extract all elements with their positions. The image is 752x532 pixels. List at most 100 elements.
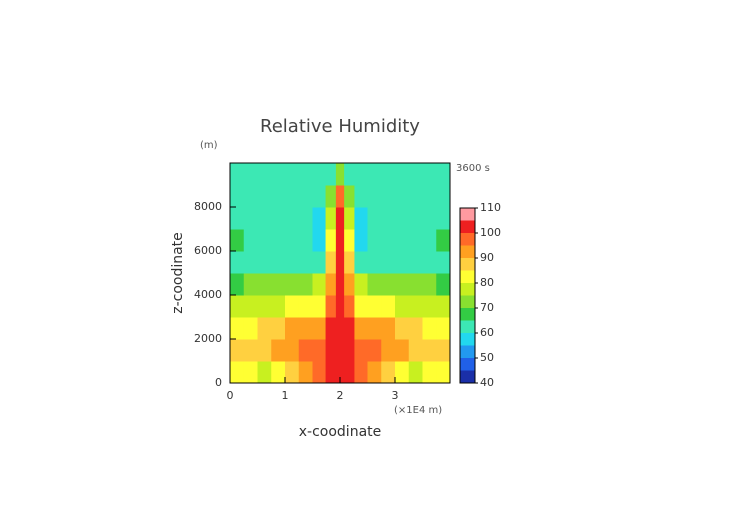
contour-cell xyxy=(381,317,396,340)
contour-cell xyxy=(395,229,410,252)
contour-cell xyxy=(312,185,327,208)
contour-cell xyxy=(367,251,382,274)
contour-cell xyxy=(243,229,258,252)
contour-cell xyxy=(344,295,355,318)
contour-cell xyxy=(335,163,345,186)
contour-cell xyxy=(285,273,300,296)
y-tick-label: 0 xyxy=(215,376,222,389)
contour-cell xyxy=(298,339,313,362)
contour-cell xyxy=(335,361,345,384)
contour-cell xyxy=(395,185,410,208)
contour-cell xyxy=(298,207,313,230)
contour-cell xyxy=(395,317,410,340)
contour-cell xyxy=(312,361,327,384)
contour-cell xyxy=(408,163,423,186)
contour-cell xyxy=(408,295,423,318)
contour-cell xyxy=(367,339,382,362)
y-tick-label: 8000 xyxy=(194,200,222,213)
contour-cell xyxy=(230,361,245,384)
contour-cell xyxy=(367,273,382,296)
contour-cell xyxy=(298,185,313,208)
colorbar-band xyxy=(460,220,475,233)
contour-cell xyxy=(243,361,258,384)
contour-cell xyxy=(257,185,272,208)
contour-cell xyxy=(325,273,337,296)
contour-cell xyxy=(436,317,451,340)
colorbar-band xyxy=(460,358,475,371)
contour-cell xyxy=(354,185,368,208)
x-tick-label: 1 xyxy=(282,389,289,402)
contour-cell xyxy=(285,229,300,252)
contour-cell xyxy=(422,273,437,296)
colorbar-band xyxy=(460,295,475,308)
colorbar-band xyxy=(460,245,475,258)
contour-cell xyxy=(312,317,327,340)
contour-cell xyxy=(354,207,368,230)
contour-cell xyxy=(271,251,286,274)
x-unit: (×1E4 m) xyxy=(394,405,442,416)
contour-cell xyxy=(285,317,300,340)
contour-cell xyxy=(367,361,382,384)
contour-cell xyxy=(325,163,337,186)
contour-cell xyxy=(354,229,368,252)
contour-cell xyxy=(243,207,258,230)
contour-cell xyxy=(381,251,396,274)
x-axis-label: x-coodinate xyxy=(299,424,382,440)
contour-cell xyxy=(230,207,245,230)
contour-cell xyxy=(335,251,345,274)
contour-cell xyxy=(436,229,451,252)
contour-cell xyxy=(344,361,355,384)
colorbar-band xyxy=(460,270,475,283)
contour-cell xyxy=(395,273,410,296)
contour-cell xyxy=(344,207,355,230)
contour-cell xyxy=(408,207,423,230)
contour-cell xyxy=(298,317,313,340)
colorbar-tick-label: 110 xyxy=(480,201,501,214)
contour-cell xyxy=(298,273,313,296)
contour-cell xyxy=(344,163,355,186)
colorbar-band xyxy=(460,308,475,321)
contour-cell xyxy=(230,185,245,208)
contour-cell xyxy=(325,251,337,274)
time-label: 3600 s xyxy=(456,163,490,174)
contour-cell xyxy=(312,207,327,230)
contour-cell xyxy=(257,229,272,252)
contour-cell xyxy=(436,163,451,186)
contour-cell xyxy=(381,163,396,186)
contour-cell xyxy=(230,163,245,186)
contour-cell xyxy=(422,185,437,208)
contour-cell xyxy=(354,295,368,318)
contour-cell xyxy=(354,251,368,274)
contour-cell xyxy=(230,251,245,274)
contour-cell xyxy=(285,207,300,230)
colorbar-tick-label: 40 xyxy=(480,376,494,389)
colorbar-band xyxy=(460,258,475,271)
contour-cell xyxy=(408,185,423,208)
contour-cell xyxy=(422,339,437,362)
contour-cell xyxy=(325,317,337,340)
contour-cell xyxy=(408,251,423,274)
contour-cell xyxy=(243,185,258,208)
contour-cell xyxy=(312,339,327,362)
contour-cell xyxy=(325,185,337,208)
contour-cell xyxy=(367,295,382,318)
contour-cell xyxy=(271,273,286,296)
contour-cell xyxy=(367,207,382,230)
contour-cell xyxy=(312,295,327,318)
x-tick-label: 3 xyxy=(392,389,399,402)
contour-cell xyxy=(257,317,272,340)
contour-cell xyxy=(408,317,423,340)
y-axis-label: z-coodinate xyxy=(170,232,186,314)
contour-cell xyxy=(344,339,355,362)
colorbar-band xyxy=(460,333,475,346)
contour-cell xyxy=(335,295,345,318)
contour-cell xyxy=(257,361,272,384)
colorbar-tick-label: 70 xyxy=(480,301,494,314)
contour-cell xyxy=(271,185,286,208)
contour-cell xyxy=(325,361,337,384)
contour-cell xyxy=(325,339,337,362)
colorbar-tick-label: 100 xyxy=(480,226,501,239)
contour-cell xyxy=(354,163,368,186)
contour-cell xyxy=(381,207,396,230)
contour-cell xyxy=(243,251,258,274)
